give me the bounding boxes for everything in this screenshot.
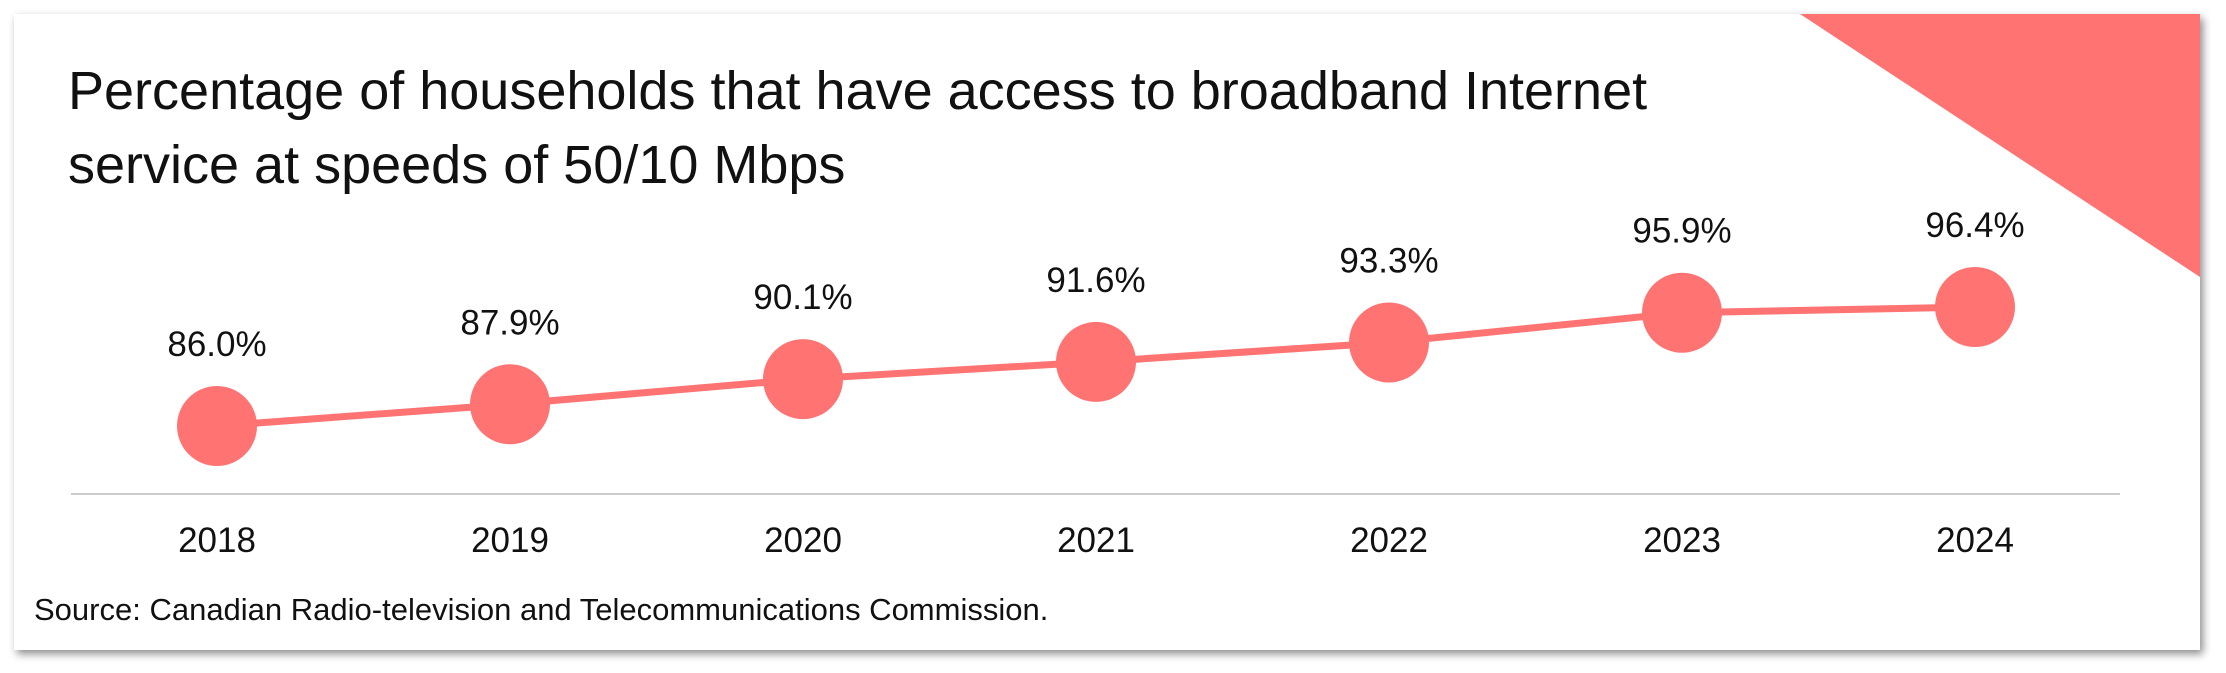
value-label: 95.9% bbox=[1632, 212, 1731, 251]
x-tick-label: 2022 bbox=[1350, 521, 1428, 560]
data-point bbox=[1349, 302, 1429, 383]
value-label: 96.4% bbox=[1925, 206, 2024, 245]
value-label: 91.6% bbox=[1046, 261, 1145, 300]
x-tick-label: 2024 bbox=[1936, 521, 2014, 560]
x-tick-label: 2018 bbox=[178, 521, 256, 560]
corner-decoration bbox=[1800, 14, 2200, 277]
data-point bbox=[177, 386, 257, 466]
data-point bbox=[1642, 272, 1722, 353]
x-tick-label: 2020 bbox=[764, 521, 842, 560]
data-point bbox=[1935, 267, 2015, 347]
data-point bbox=[470, 364, 550, 445]
value-label: 90.1% bbox=[753, 278, 852, 317]
data-point bbox=[1056, 321, 1136, 402]
x-tick-label: 2021 bbox=[1057, 521, 1135, 560]
x-tick-label: 2023 bbox=[1643, 521, 1721, 560]
card: 2018 2019 2020 2021 2022 2023 2024 86.0% 87.9% 90… bbox=[14, 14, 2200, 650]
chart-title: Percentage of households that have acces… bbox=[68, 61, 1648, 195]
data-point bbox=[763, 339, 843, 420]
source-note: Source: Canadian Radio-television and Te… bbox=[34, 592, 1049, 627]
value-label: 93.3% bbox=[1339, 241, 1438, 280]
x-tick-label: 2019 bbox=[471, 521, 549, 560]
value-label: 87.9% bbox=[460, 303, 559, 342]
chart: 2018 2019 2020 2021 2022 2023 2024 86.0% 87.9% 90… bbox=[71, 14, 2200, 560]
value-label: 86.0% bbox=[167, 325, 266, 364]
